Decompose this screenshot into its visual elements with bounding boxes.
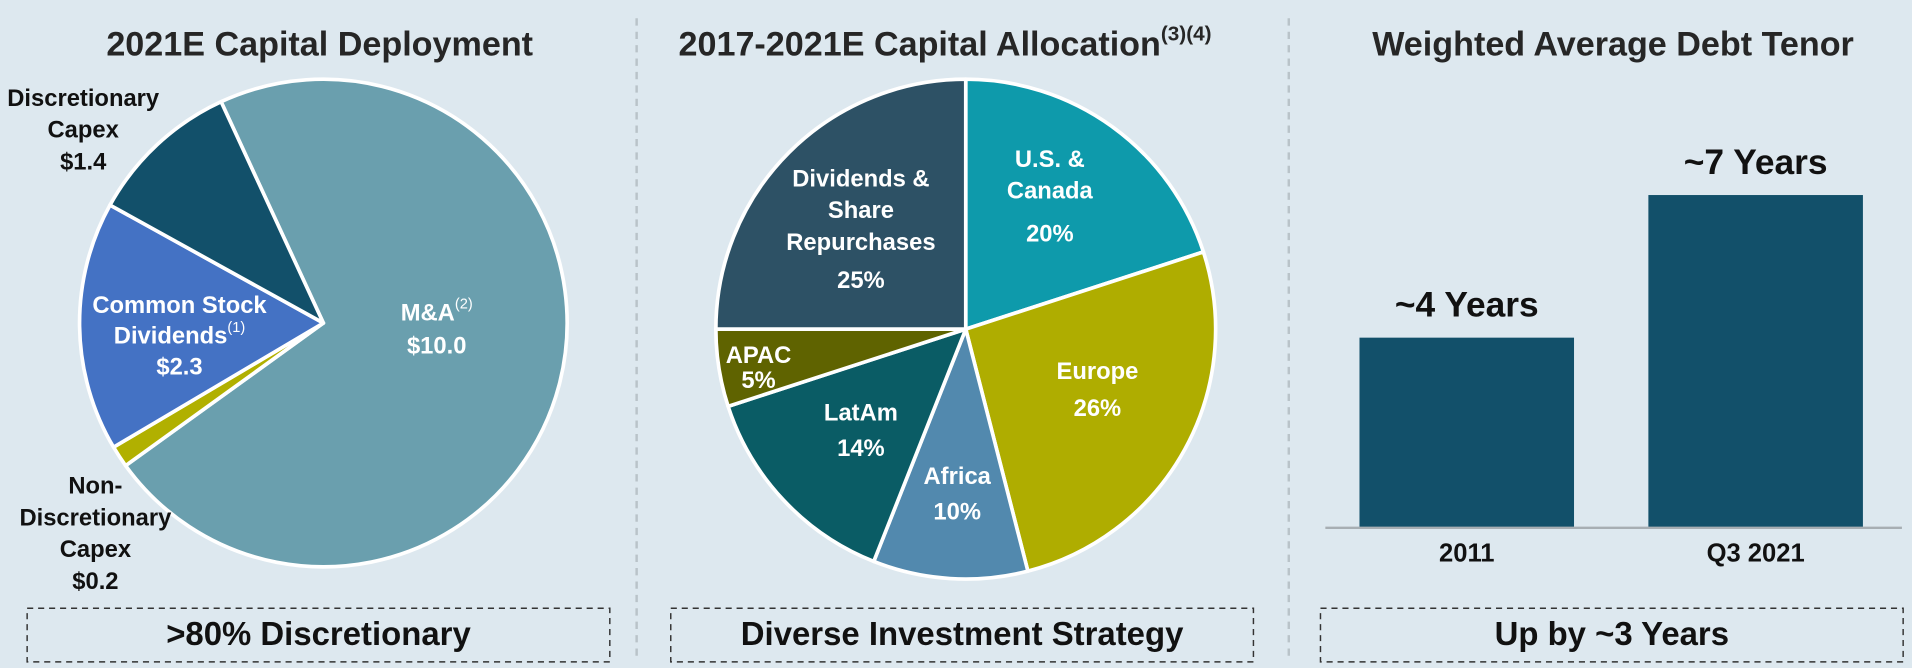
slice-label: M&A(2) bbox=[401, 297, 473, 327]
slice-label-text: Repurchases bbox=[786, 229, 935, 256]
slice-label-text: Capex bbox=[48, 117, 120, 144]
value-label: 14% bbox=[837, 435, 885, 462]
slice-label-text: APAC bbox=[726, 342, 792, 369]
value-label: $2.3 bbox=[156, 353, 202, 380]
footnote-marker: (3)(4) bbox=[1161, 23, 1212, 46]
pie-slice bbox=[108, 99, 326, 325]
footnote-marker: (2) bbox=[455, 297, 473, 313]
slice-label-text: Africa bbox=[924, 463, 992, 490]
pie-slice bbox=[77, 203, 326, 450]
pie-slice bbox=[963, 77, 1206, 331]
slice-label: Europe bbox=[1056, 358, 1138, 385]
chart-title-text: 2017-2021E Capital Allocation bbox=[679, 25, 1161, 63]
chart-title-text: 2021E Capital Deployment bbox=[106, 25, 533, 63]
pie-slice bbox=[963, 250, 1218, 573]
slice-label-text: Dividends & bbox=[792, 166, 929, 193]
slice-label: Common Stock bbox=[92, 292, 267, 319]
footer-box bbox=[26, 607, 611, 663]
chart-title-text: Weighted Average Debt Tenor bbox=[1372, 25, 1854, 63]
value-label: $10.0 bbox=[407, 333, 466, 360]
value-label: 26% bbox=[1074, 395, 1122, 422]
slice-label: Capex bbox=[60, 536, 132, 563]
footer-text: >80% Discretionary bbox=[166, 615, 471, 652]
bar bbox=[1648, 195, 1863, 528]
value-label: 10% bbox=[933, 498, 981, 525]
slice-label-text: Europe bbox=[1056, 358, 1138, 385]
slice-label-text: U.S. & bbox=[1015, 146, 1085, 173]
footnote-marker: (1) bbox=[227, 320, 245, 336]
slice-label: Africa bbox=[924, 463, 992, 490]
value-label: $1.4 bbox=[60, 149, 107, 176]
slice-label-text: Canada bbox=[1007, 178, 1094, 205]
slice-label-text: LatAm bbox=[824, 400, 898, 427]
bar bbox=[1359, 337, 1575, 528]
slice-label: Share bbox=[828, 197, 894, 224]
slice-label: Repurchases bbox=[786, 229, 935, 256]
slice-label: APAC bbox=[726, 342, 792, 369]
value-label: $0.2 bbox=[72, 568, 118, 595]
footer-box bbox=[670, 607, 1255, 663]
slice-label: Discretionary bbox=[19, 505, 172, 532]
slice-label: Dividends & bbox=[792, 166, 929, 193]
slice-label-text: Share bbox=[828, 197, 894, 224]
slice-label: LatAm bbox=[824, 400, 898, 427]
pie-slice bbox=[123, 77, 569, 569]
slice-label: Discretionary bbox=[7, 85, 160, 112]
slice-label: Canada bbox=[1007, 178, 1094, 205]
chart-title: 2017-2021E Capital Allocation(3)(4) bbox=[679, 23, 1212, 64]
footer-text: Up by ~3 Years bbox=[1495, 615, 1729, 652]
value-label: 25% bbox=[837, 267, 885, 294]
footer-box bbox=[1319, 607, 1904, 663]
slice-label: Dividends(1) bbox=[114, 320, 245, 350]
value-label: 20% bbox=[1026, 221, 1074, 248]
slice-label: U.S. & bbox=[1015, 146, 1085, 173]
pie-slice bbox=[871, 327, 1030, 581]
slice-label-text: Discretionary bbox=[7, 85, 160, 112]
slice-label-text: Non- bbox=[68, 473, 122, 500]
slice-label: Capex bbox=[48, 117, 120, 144]
slice-label-text: M&A bbox=[401, 300, 455, 327]
value-label: 5% bbox=[741, 367, 775, 394]
chart-title: 2021E Capital Deployment bbox=[106, 25, 533, 63]
slice-label-text: Dividends bbox=[114, 323, 228, 350]
slice-label: Non- bbox=[68, 473, 122, 500]
slice-label-text: Capex bbox=[60, 536, 132, 563]
slice-label-text: Discretionary bbox=[19, 505, 172, 532]
x-tick-label: 2011 bbox=[1439, 539, 1494, 567]
value-label: ~4 Years bbox=[1395, 286, 1539, 325]
value-label: ~7 Years bbox=[1684, 143, 1828, 182]
pie-slice bbox=[714, 77, 968, 331]
chart-title: Weighted Average Debt Tenor bbox=[1372, 25, 1854, 63]
footer-text: Diverse Investment Strategy bbox=[741, 615, 1184, 652]
x-tick-label: Q3 2021 bbox=[1707, 539, 1805, 567]
slice-label-text: Common Stock bbox=[92, 292, 267, 319]
